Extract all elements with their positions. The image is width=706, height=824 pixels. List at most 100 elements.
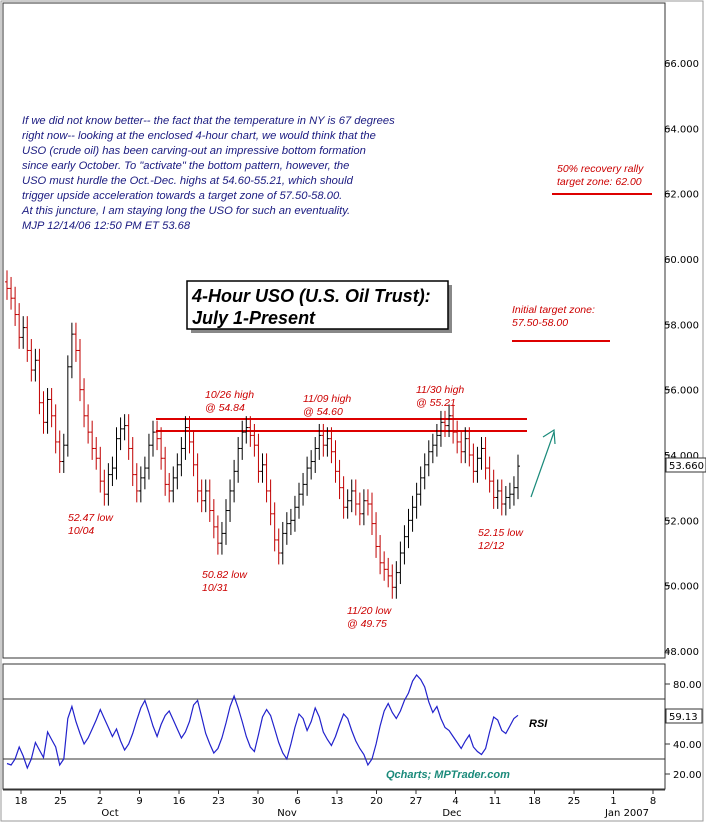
price-bar xyxy=(86,404,91,444)
price-bar xyxy=(260,453,265,483)
watermark: Qcharts; MPTrader.com xyxy=(386,769,510,781)
annotation-nov30-high: @ 55.21 xyxy=(416,397,456,409)
price-bar xyxy=(199,479,204,513)
price-tick-label: 66.000 xyxy=(664,59,699,70)
price-bar xyxy=(353,479,358,516)
price-axis: 48.000 50.000 52.000 54.000 56.000 58.000 60.0… xyxy=(664,59,699,658)
price-bar xyxy=(232,459,237,503)
price-bar xyxy=(248,416,253,447)
annotation-nov09-high: 11/09 high xyxy=(303,393,351,405)
price-bar xyxy=(61,433,66,473)
x-tick-label: 13 xyxy=(331,796,344,807)
price-bar xyxy=(276,528,281,565)
price-bar xyxy=(386,557,391,588)
price-bar xyxy=(25,316,30,362)
price-bar xyxy=(130,437,135,487)
annotation-oct04-low: 52.47 low xyxy=(68,512,114,524)
x-tick-label: 1 xyxy=(610,796,616,807)
price-bar xyxy=(443,410,447,438)
price-bar xyxy=(402,525,407,565)
price-bar xyxy=(447,404,452,438)
annotation-nov09-high: @ 54.60 xyxy=(303,406,343,418)
rsi-panel xyxy=(2,663,666,790)
price-bar xyxy=(171,466,176,503)
price-bar xyxy=(159,427,164,470)
price-bars xyxy=(5,270,520,599)
price-bar xyxy=(252,423,257,457)
price-bar xyxy=(134,463,139,503)
rsi-tick-label: 40.00 xyxy=(673,740,702,751)
annotation-nov30-high: 11/30 high xyxy=(416,384,464,396)
price-bar xyxy=(507,482,512,509)
price-bar xyxy=(53,404,58,454)
price-bar xyxy=(69,322,74,379)
commentary-line: since early October. To "activate" the b… xyxy=(22,160,349,172)
commentary-line: right now-- looking at the enclosed 4-ho… xyxy=(22,130,376,142)
price-bar xyxy=(191,430,196,477)
price-bar xyxy=(317,423,322,460)
x-month-label: Jan 2007 xyxy=(604,808,649,819)
annotation-oct04-low: 10/04 xyxy=(68,525,94,537)
price-bar xyxy=(163,446,168,496)
price-bar xyxy=(13,286,18,326)
last-rsi-tag xyxy=(665,708,703,724)
price-bar xyxy=(357,492,362,526)
price-tick-label: 64.000 xyxy=(664,124,699,135)
price-bar xyxy=(361,489,366,526)
price-bar xyxy=(73,322,78,362)
price-bar xyxy=(487,456,492,493)
price-bar xyxy=(297,482,301,519)
commentary: If we did not know better-- the fact tha… xyxy=(21,115,395,232)
price-bar xyxy=(284,512,289,545)
price-bar xyxy=(451,404,456,444)
price-bar xyxy=(240,420,245,460)
price-bar xyxy=(288,508,293,536)
price-bar xyxy=(313,437,318,473)
price-tick-label: 52.000 xyxy=(664,516,699,527)
price-bar xyxy=(370,492,374,536)
price-bar xyxy=(146,433,151,480)
rsi-line xyxy=(6,674,519,770)
price-bar xyxy=(272,502,277,552)
price-bar xyxy=(418,466,423,506)
price-bar xyxy=(349,479,354,513)
annotation-oct26-high: 10/26 high xyxy=(205,389,254,401)
annotation-oct31-low: 50.82 low xyxy=(202,569,248,581)
price-bar xyxy=(151,420,155,457)
x-tick-label: 27 xyxy=(410,796,423,807)
price-bar xyxy=(471,443,476,483)
price-bar xyxy=(21,316,26,349)
price-bar xyxy=(333,440,338,483)
price-bar xyxy=(244,416,249,444)
annotation-recovery-target: target zone: 62.00 xyxy=(557,176,642,188)
price-bar xyxy=(463,427,468,464)
x-month-label: Dec xyxy=(442,808,461,819)
rsi-plot xyxy=(6,674,519,770)
price-bar xyxy=(82,378,87,428)
price-tick-label: 54.000 xyxy=(664,451,699,462)
x-tick-label: 11 xyxy=(489,796,502,807)
price-bar xyxy=(325,427,330,457)
chart-title-line-2: July 1-Present xyxy=(192,308,316,328)
price-bar xyxy=(503,486,508,516)
price-bar xyxy=(499,479,504,516)
price-bar xyxy=(491,469,496,509)
price-bar xyxy=(9,276,14,310)
price-tick-label: 56.000 xyxy=(664,386,699,397)
price-bar xyxy=(398,541,403,585)
x-tick-label: 18 xyxy=(15,796,28,807)
price-bar xyxy=(207,479,212,522)
x-tick-label: 8 xyxy=(650,796,656,807)
price-bar xyxy=(301,472,306,506)
price-tick-label: 48.000 xyxy=(664,647,699,658)
price-bar xyxy=(292,495,297,532)
price-bar xyxy=(410,495,415,532)
price-bar xyxy=(98,446,103,493)
price-bar xyxy=(479,437,484,470)
price-bar xyxy=(179,437,184,477)
price-bar xyxy=(175,453,180,490)
chart-title-line-1: 4-Hour USO (U.S. Oil Trust): xyxy=(191,286,431,306)
price-bar xyxy=(142,456,147,490)
price-bar xyxy=(455,420,460,454)
